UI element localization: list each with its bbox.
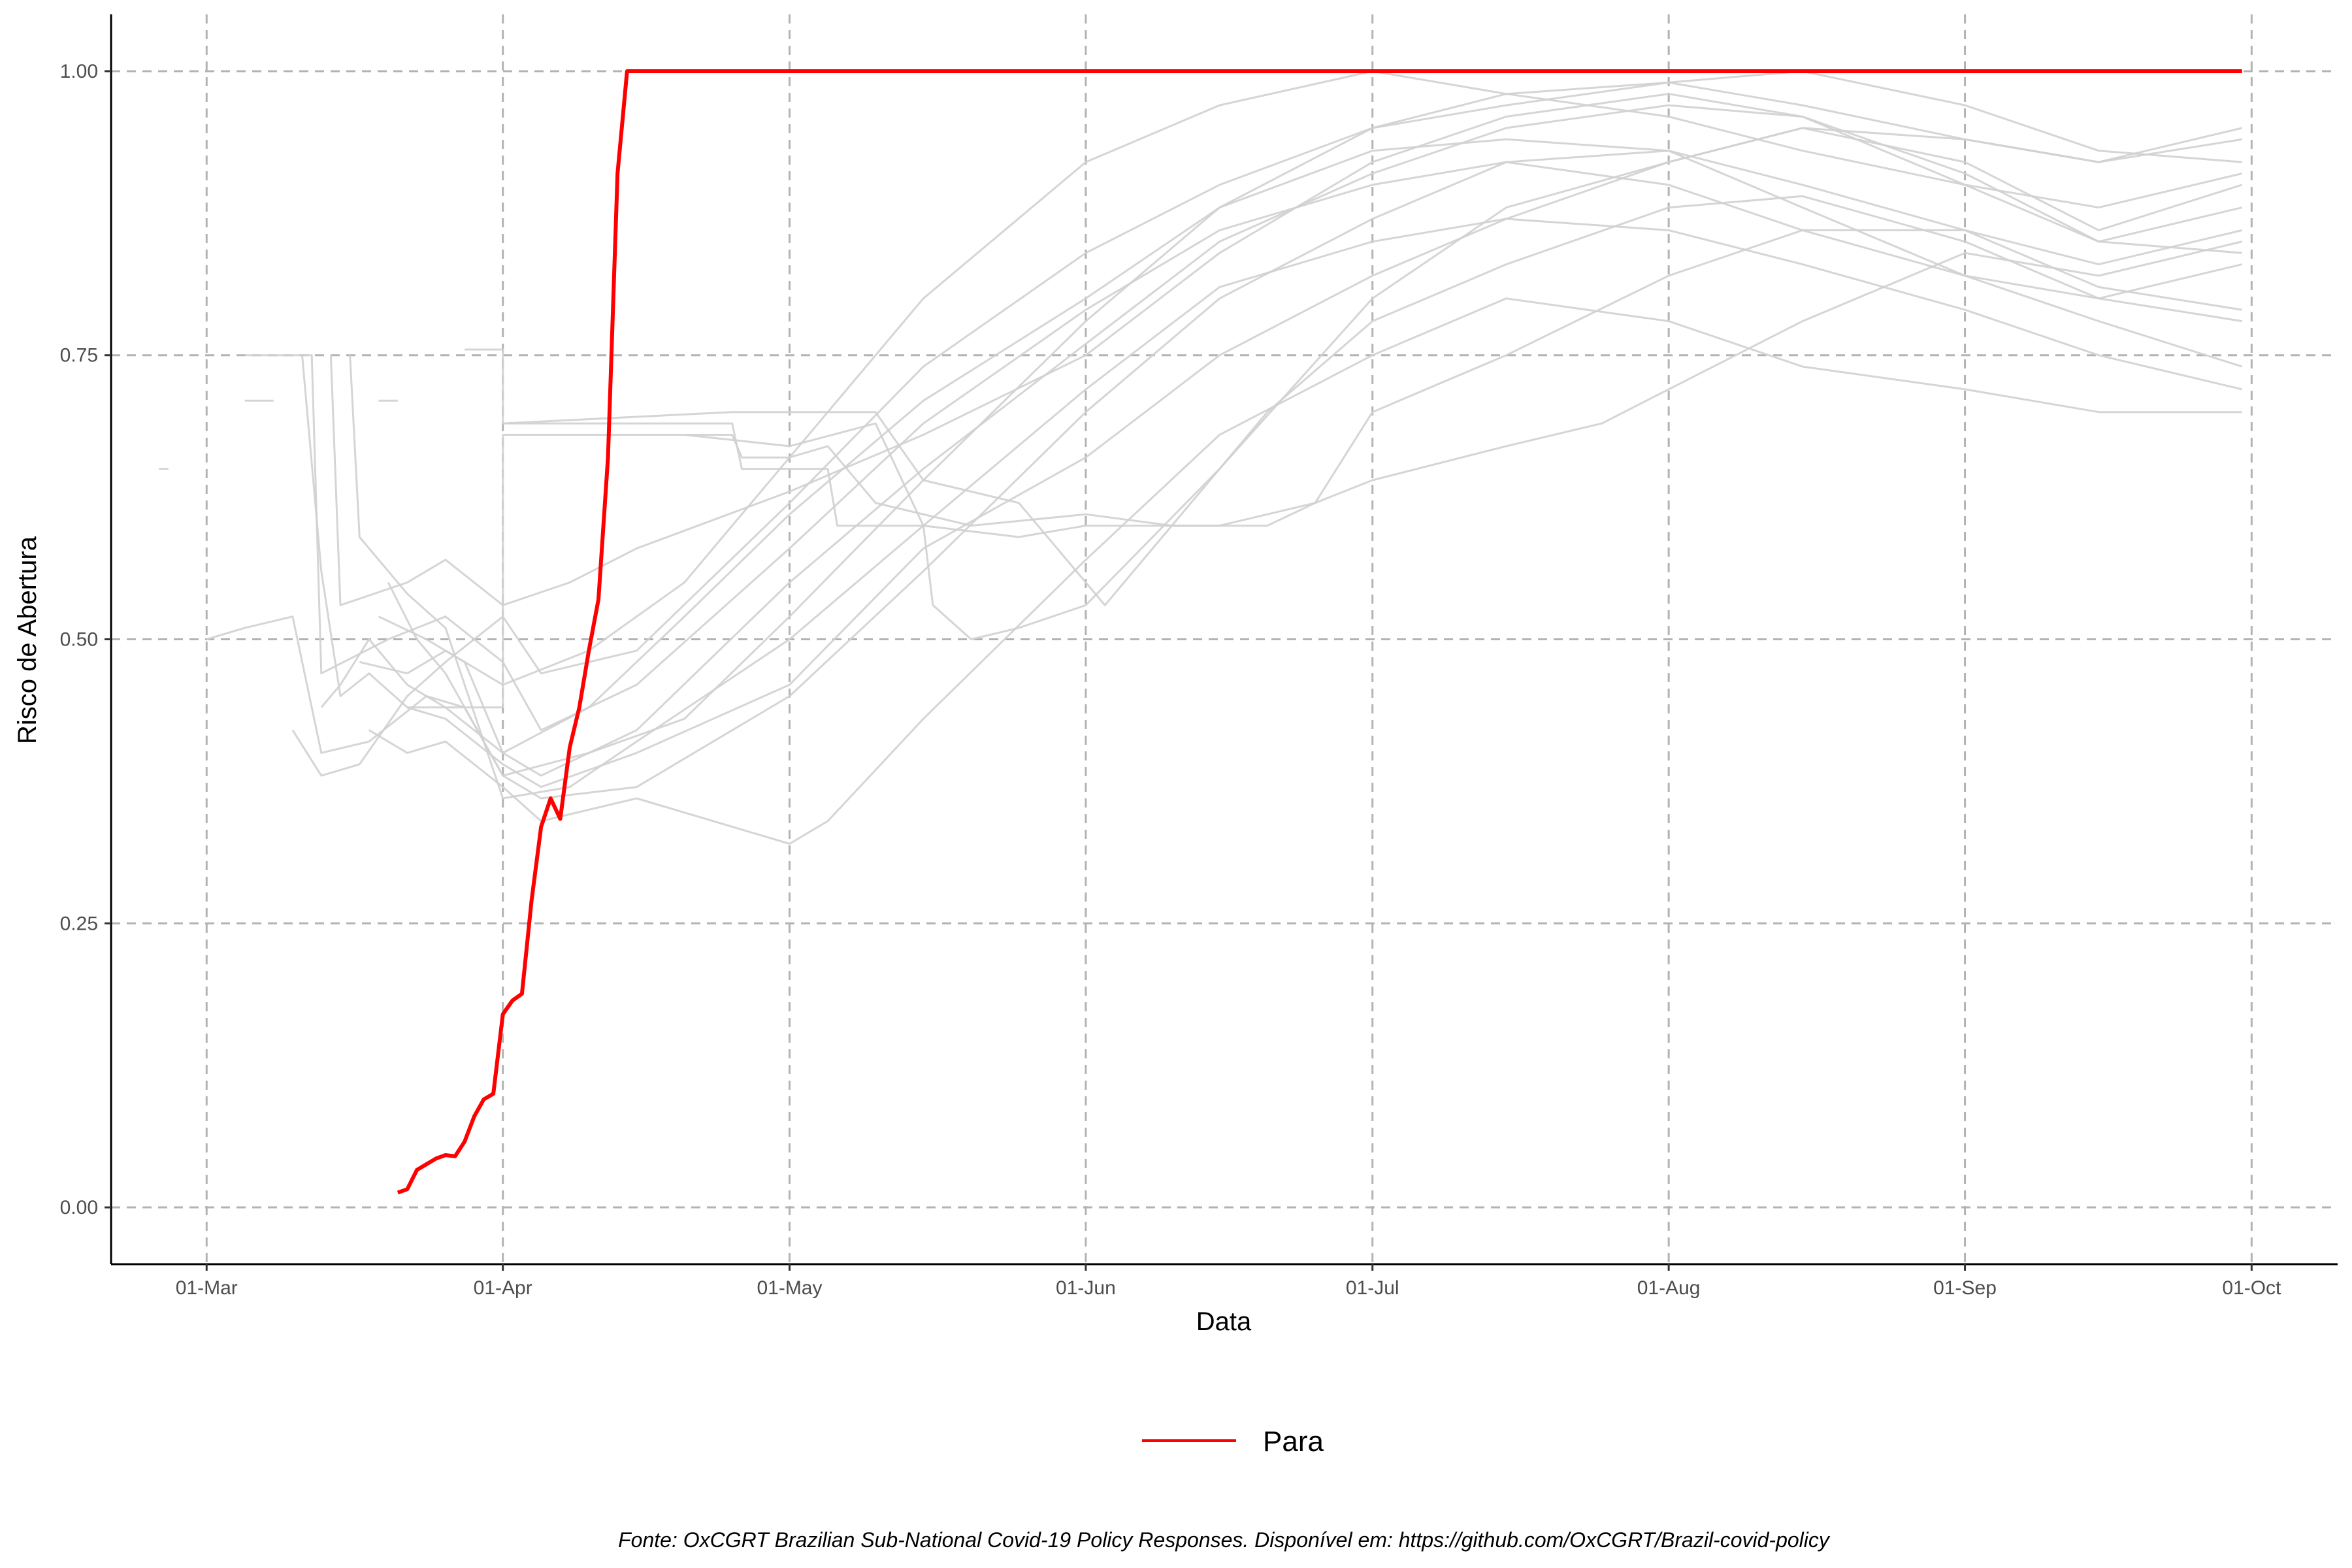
y-tick-label: 0.25 xyxy=(60,913,98,934)
background-series-line xyxy=(329,93,2242,606)
background-series-line xyxy=(349,218,2243,800)
x-tick-label: 01-Aug xyxy=(1637,1277,1701,1299)
x-tick-label: 01-Apr xyxy=(474,1277,532,1299)
background-series-line xyxy=(502,195,2243,606)
background-series-line xyxy=(378,138,2242,754)
para-series-line xyxy=(397,69,2242,1195)
x-tick-label: 01-Oct xyxy=(2222,1277,2281,1299)
y-axis-title: Risco de Abertura xyxy=(13,536,42,744)
y-tick-label: 1.00 xyxy=(60,61,98,82)
x-tick-label: 01-Mar xyxy=(176,1277,238,1299)
background-series-line xyxy=(465,240,2243,538)
background-series-lines xyxy=(159,70,2243,845)
x-tick-label: 01-Sep xyxy=(1933,1277,1997,1299)
y-tick-label: 0.00 xyxy=(60,1197,98,1218)
background-series-line xyxy=(684,127,2243,640)
background-series-line xyxy=(407,229,2243,709)
x-tick-label: 01-May xyxy=(757,1277,822,1299)
tick-labels: 0.00 0.25 0.50 0.75 1.00 01-Mar 01-Apr 01-May 01… xyxy=(60,61,2281,1299)
legend-label: Para xyxy=(1263,1426,1324,1458)
x-tick-label: 01-Jul xyxy=(1346,1277,1399,1299)
y-tick-label: 0.75 xyxy=(60,345,98,367)
x-tick-label: 01-Jun xyxy=(1056,1277,1116,1299)
background-series-line xyxy=(244,161,2243,732)
source-caption: Fonte: OxCGRT Brazilian Sub-National Cov… xyxy=(618,1528,1831,1552)
legend: Para xyxy=(1142,1426,1324,1458)
background-series-line xyxy=(359,70,2243,686)
background-series-line xyxy=(206,81,2242,777)
y-tick-label: 0.50 xyxy=(60,629,98,651)
x-axis-title: Data xyxy=(1196,1307,1252,1336)
background-series-line xyxy=(368,297,2242,845)
highlight-series-line xyxy=(397,69,2242,1195)
